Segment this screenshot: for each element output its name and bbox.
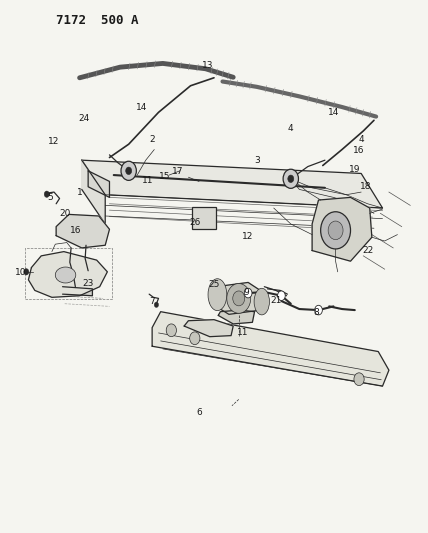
Text: 4: 4 [358,135,364,144]
Text: 7: 7 [149,296,155,305]
Text: 24: 24 [78,114,89,123]
Text: 16: 16 [353,146,365,155]
Text: 7172  500 A: 7172 500 A [56,14,139,27]
Text: 12: 12 [48,137,60,146]
Circle shape [315,305,322,315]
Text: 12: 12 [242,232,254,241]
Text: 17: 17 [172,167,184,176]
Text: 14: 14 [328,108,339,117]
Polygon shape [210,282,265,314]
Circle shape [190,332,200,345]
Circle shape [233,291,245,306]
Text: 6: 6 [196,408,202,417]
Text: 11: 11 [237,328,249,337]
Text: 5: 5 [47,193,53,202]
Circle shape [227,284,251,313]
Text: 10: 10 [15,269,27,277]
Circle shape [154,302,158,308]
Polygon shape [152,312,389,386]
Text: 4: 4 [288,124,294,133]
Circle shape [321,212,351,249]
Ellipse shape [55,267,76,283]
Polygon shape [218,310,255,324]
Text: 3: 3 [254,156,259,165]
Text: 25: 25 [208,280,220,289]
Text: 13: 13 [202,61,213,70]
Ellipse shape [254,288,270,315]
Circle shape [166,324,176,337]
Text: 8: 8 [314,308,319,317]
Text: 1: 1 [77,188,83,197]
Polygon shape [82,160,105,224]
Polygon shape [184,320,233,337]
Text: 9: 9 [243,287,249,296]
Circle shape [283,169,298,188]
Polygon shape [28,252,107,297]
Text: 18: 18 [360,182,371,191]
Text: 11: 11 [142,176,154,185]
Text: 20: 20 [59,209,70,218]
Polygon shape [82,160,383,208]
Circle shape [354,373,364,385]
Polygon shape [56,214,110,248]
Text: 22: 22 [363,246,374,255]
Polygon shape [88,171,110,197]
Polygon shape [62,287,92,296]
FancyBboxPatch shape [192,207,216,229]
Text: 19: 19 [349,165,360,174]
Text: 16: 16 [70,226,81,235]
Text: 14: 14 [136,102,147,111]
Text: 2: 2 [149,135,155,144]
Text: 21: 21 [270,296,282,305]
Text: 26: 26 [189,218,200,227]
Circle shape [44,191,49,197]
Text: 15: 15 [159,172,171,181]
Text: 23: 23 [83,279,94,288]
Circle shape [288,175,294,182]
Circle shape [244,288,252,298]
Circle shape [278,291,285,301]
Circle shape [126,167,132,174]
Circle shape [328,221,343,240]
Circle shape [24,269,29,275]
Ellipse shape [208,279,227,311]
Circle shape [121,161,137,180]
Polygon shape [312,197,372,261]
